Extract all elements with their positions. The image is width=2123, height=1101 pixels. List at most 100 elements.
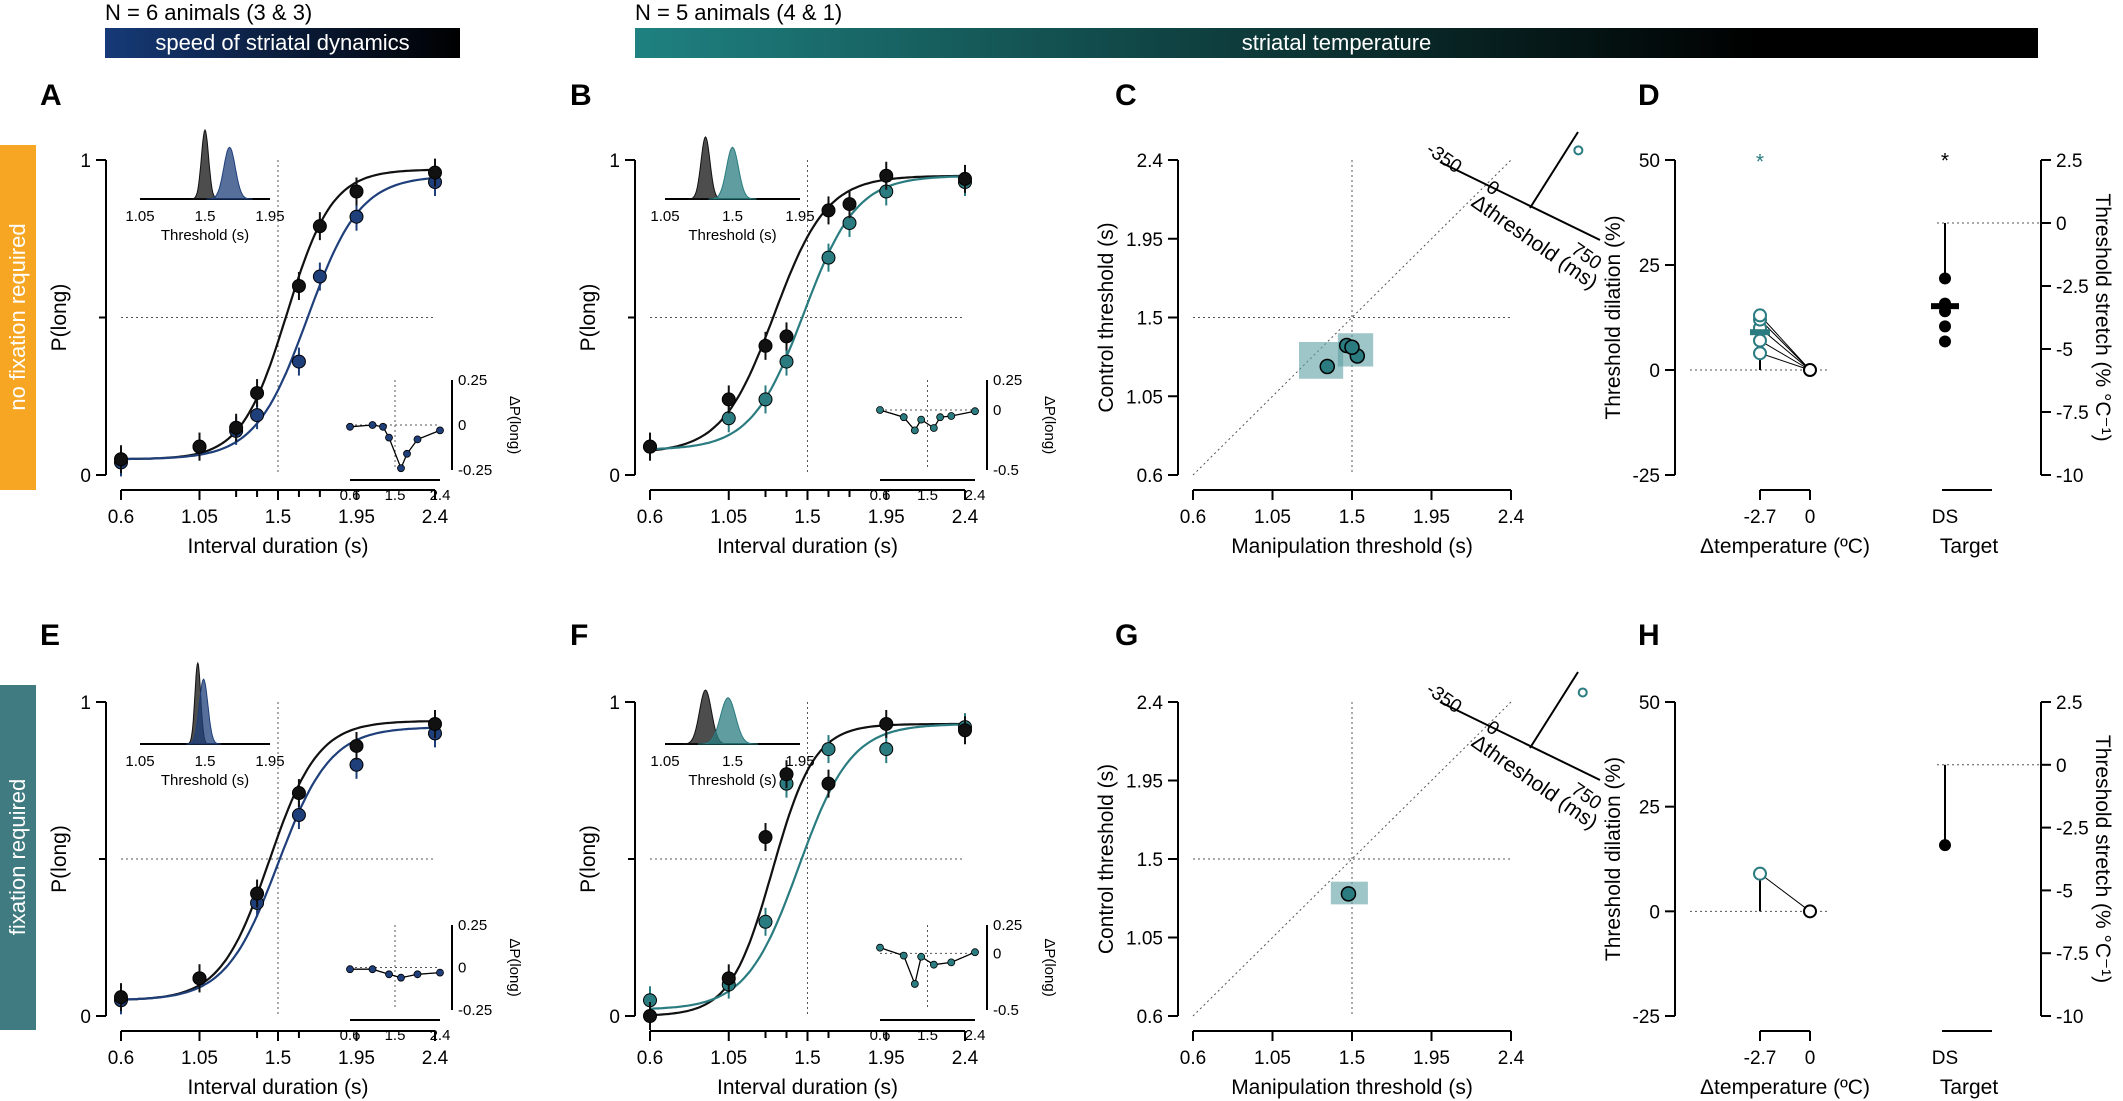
data-point-control-F: [643, 1009, 657, 1023]
panel-label-E: E: [40, 619, 60, 652]
y-axis-label-E: P(long): [48, 825, 71, 893]
inset-dist-xlabel-E: Threshold (s): [161, 772, 249, 789]
inset-delta-point-F: [917, 952, 926, 961]
x-axis-label-target-D: Target: [1940, 535, 1999, 558]
x-tick-label-D: 0: [1805, 507, 1816, 528]
x-tick-label-F: 1.5: [794, 1048, 820, 1069]
inset-delta-point-B: [899, 413, 908, 422]
data-point-control-A: [291, 279, 306, 293]
header-right-bar: striatal temperature: [635, 28, 2038, 58]
row-label-fixation: fixation required: [0, 685, 36, 1030]
y-axis-right-label-H: Threshold stretch (% °C⁻¹): [2091, 735, 2114, 983]
temp-mean-bar-D: [1750, 329, 1770, 336]
inset-delta-tick-label-E: 0.25: [458, 917, 487, 934]
data-point-control-E: [250, 886, 265, 901]
x-tick-label-A: 1.5: [265, 507, 291, 528]
target-point-H: [1939, 839, 1951, 852]
data-point-manipulation-E: [349, 757, 364, 772]
data-point-control-B: [821, 203, 836, 218]
ci-box-C: [1299, 342, 1344, 379]
data-point-control-E: [291, 786, 306, 801]
panel-label-D: D: [1638, 79, 1660, 112]
y-tick-label-H: 25: [1639, 798, 1660, 819]
y-tick-right-label-D: -5: [2056, 340, 2073, 361]
inset-delta-point-B: [876, 406, 884, 414]
inset-distribution-teal-F: [698, 697, 758, 745]
inset-distribution-blue-A: [206, 146, 253, 200]
inset-dist-xlabel-A: Threshold (s): [161, 227, 249, 244]
inset-delta-xtick-label-A: 0.6: [340, 487, 361, 504]
x-tick-label-C: 0.6: [1180, 507, 1206, 528]
x-tick-label-B: 1.95: [868, 507, 905, 528]
header-left-text: N = 6 animals (3 & 3): [105, 0, 313, 25]
x-tick-label-E: 2.4: [422, 1048, 449, 1069]
target-point-D: [1939, 272, 1951, 285]
data-point-control-B: [958, 171, 972, 186]
x-tick-label-E: 1.05: [181, 1048, 218, 1069]
inset-delta-point-A: [346, 422, 354, 431]
y-tick-label-B: 0: [609, 466, 620, 487]
y-axis-label-B: P(long): [577, 284, 600, 352]
x-tick-label-F: 0.6: [637, 1048, 663, 1069]
panel-label-C: C: [1115, 79, 1137, 112]
data-point-manipulation-B: [779, 354, 794, 369]
inset-delta-tick-label-E: 0: [458, 960, 466, 977]
inset-delta-xtick-label-A: 2.4: [430, 487, 451, 504]
y-tick-right-label-D: 2.5: [2056, 151, 2082, 172]
y-tick-right-label-H: -10: [2056, 1007, 2083, 1028]
x-tick-label-G: 0.6: [1180, 1048, 1206, 1069]
data-point-control-F: [958, 723, 972, 738]
data-point-manipulation-E: [291, 808, 306, 823]
data-point-manipulation-A: [312, 269, 327, 284]
data-point-C: [1344, 339, 1360, 355]
fit-curve-manipulation-F: [649, 723, 965, 1010]
x-tick-label-B: 1.05: [710, 507, 747, 528]
data-point-C: [1319, 358, 1336, 375]
panel-label-H: H: [1638, 619, 1660, 652]
y-tick-label-D: 25: [1639, 256, 1660, 277]
x-tick-label-G: 2.4: [1498, 1048, 1525, 1069]
inset-delta-point-F: [929, 960, 938, 969]
y-axis-label-G: Control threshold (s): [1095, 764, 1118, 954]
inset-delta-point-A: [413, 435, 422, 444]
inset-delta-point-E: [413, 970, 422, 979]
x-tick-label-G: 1.95: [1413, 1048, 1450, 1069]
data-point-control-A: [250, 386, 265, 401]
inset-delta-tick-label-B: -0.5: [993, 462, 1019, 479]
inset-dist-tick-label-F: 1.05: [650, 753, 679, 770]
y-tick-right-label-H: -7.5: [2056, 944, 2089, 965]
inset-delta-tick-label-F: 0.25: [993, 917, 1022, 934]
inset-delta-xtick-label-E: 1.5: [385, 1027, 406, 1044]
data-point-control-F: [758, 830, 773, 845]
data-point-manipulation-A: [250, 408, 265, 423]
y-axis-label-D: Threshold dilation (%): [1602, 215, 1625, 419]
fit-curve-manipulation-A: [121, 176, 436, 461]
inset-delta-xtick-label-F: 0.6: [870, 1027, 891, 1044]
inset-axis-point-G: [1577, 687, 1588, 698]
x-tick-label-C: 1.05: [1254, 507, 1291, 528]
y-tick-label-A: 0: [80, 466, 91, 487]
figure-header: N = 6 animals (3 & 3) speed of striatal …: [0, 0, 2123, 60]
inset-delta-xtick-label-F: 1.5: [917, 1027, 938, 1044]
x-tick-label-A: 1.05: [181, 507, 218, 528]
data-point-manipulation-A: [349, 209, 364, 224]
temp-point-D: [1753, 333, 1767, 348]
data-point-G: [1340, 886, 1357, 902]
inset-delta-point-F: [876, 943, 884, 952]
y-tick-right-label-H: 2.5: [2056, 693, 2082, 714]
data-point-control-A: [312, 219, 327, 234]
inset-delta-xtick-label-F: 2.4: [965, 1027, 986, 1044]
inset-delta-point-B: [917, 415, 926, 424]
x-tick-label-C: 1.95: [1413, 507, 1450, 528]
data-point-control-B: [721, 392, 736, 407]
x-axis-label-C: Manipulation threshold (s): [1231, 535, 1473, 558]
inset-dist-tick-label-E: 1.95: [255, 753, 284, 770]
inset-dist-xlabel-F: Threshold (s): [688, 772, 776, 789]
y-tick-label-B: 1: [609, 151, 620, 172]
panel-label-F: F: [570, 619, 588, 652]
data-point-control-A: [114, 452, 128, 467]
data-point-control-E: [349, 738, 364, 753]
inset-delta-point-E: [385, 970, 393, 979]
